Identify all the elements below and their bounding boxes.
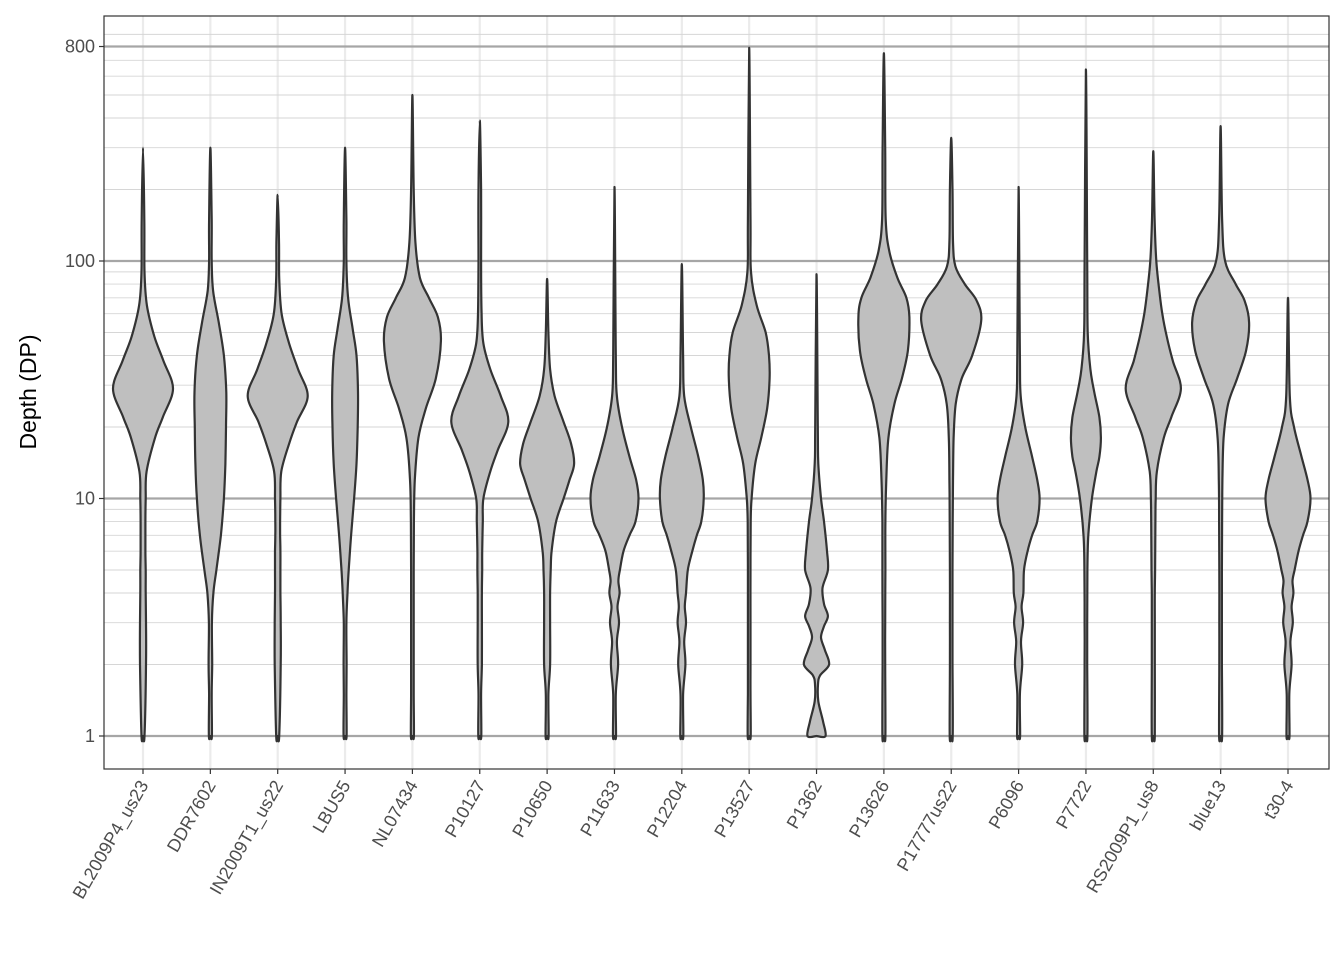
major-gridlines: [104, 45, 1329, 738]
x-tick-label: P6096: [985, 777, 1028, 832]
violins: [111, 46, 1312, 743]
y-tick-label: 1: [85, 726, 95, 746]
violin-RS2009P1_us8: [1124, 150, 1183, 743]
x-tick-label: P10650: [508, 777, 556, 841]
violin-blue13: [1190, 125, 1251, 743]
x-tick-label: RS2009P1_us8: [1082, 777, 1163, 897]
x-tick-label: NL07434: [368, 777, 422, 850]
panel-border: [103, 15, 1330, 770]
violin-P6096: [996, 185, 1041, 741]
violin-P1362: [802, 273, 831, 739]
x-tick-label: BL2009P4_us23: [69, 777, 154, 903]
violin-BL2009P4_us23: [111, 146, 175, 743]
x-tick-label: P12204: [643, 777, 691, 841]
y-tick-label: 10: [75, 489, 95, 509]
x-tick-label: P1362: [783, 777, 826, 832]
violin-P7722: [1069, 68, 1102, 743]
x-tick-label: P17777us22: [893, 777, 961, 875]
x-tick-label: P13527: [710, 777, 758, 841]
violin-DDR7602: [193, 146, 228, 741]
y-axis-title: Depth (DP): [15, 334, 41, 449]
violin-IN2009T1_us22: [246, 193, 309, 743]
violin-P10127: [450, 119, 510, 741]
x-tick-label: blue13: [1186, 777, 1230, 834]
x-tick-label: DDR7602: [163, 777, 220, 855]
y-tick-label: 800: [65, 37, 95, 57]
violin-t30-4: [1264, 296, 1312, 741]
x-tick-label: LBUS5: [309, 777, 355, 836]
y-axis: 1 10 100 800: [65, 37, 104, 746]
x-tick-label: P10127: [441, 777, 489, 841]
violin-NL07434: [382, 93, 443, 741]
violin-LBUS5: [331, 146, 360, 741]
x-tick-label: IN2009T1_us22: [206, 777, 288, 898]
x-tick-label: t30-4: [1260, 777, 1298, 823]
violin-P12204: [658, 263, 705, 741]
x-tick-label: P13626: [845, 777, 893, 841]
violin-P10650: [518, 277, 576, 741]
x-tick-label: P11633: [576, 777, 624, 840]
x-tick-label: P7722: [1052, 777, 1095, 832]
violin-P13626: [857, 52, 911, 743]
violin-P17777us22: [919, 136, 983, 743]
violin-P11633: [589, 185, 640, 741]
violin-P13527: [727, 46, 771, 741]
y-tick-label: 100: [65, 251, 95, 271]
